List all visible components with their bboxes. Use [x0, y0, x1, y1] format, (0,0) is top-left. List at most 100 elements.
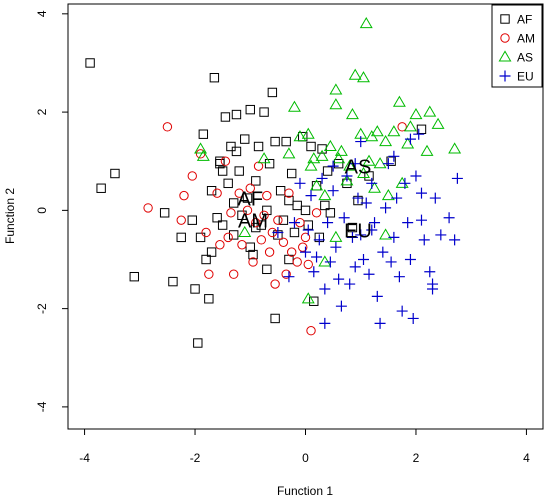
point-as	[357, 71, 370, 83]
point-eu	[357, 253, 369, 265]
point-af	[386, 156, 396, 166]
y-tick-label: 4	[35, 10, 49, 17]
point-as	[392, 95, 406, 107]
point-eu	[399, 177, 411, 189]
point-eu	[319, 283, 331, 295]
point-af	[110, 168, 120, 179]
point-af	[347, 222, 358, 233]
point-as	[287, 100, 301, 112]
point-am	[303, 259, 313, 270]
point-eu	[355, 229, 367, 241]
x-tick-label: 0	[302, 451, 309, 465]
point-as	[329, 230, 343, 242]
point-as	[343, 159, 357, 171]
point-eu	[308, 266, 320, 278]
point-eu	[355, 136, 367, 148]
point-af	[220, 112, 231, 122]
point-am	[223, 232, 233, 243]
point-am	[278, 237, 289, 247]
point-eu	[294, 177, 306, 189]
point-am	[292, 257, 302, 267]
point-eu	[330, 241, 342, 253]
point-eu	[335, 300, 347, 312]
point-eu	[319, 317, 331, 329]
point-af	[320, 200, 330, 211]
point-as	[329, 83, 343, 95]
point-af	[176, 232, 186, 243]
point-am	[176, 215, 186, 225]
legend-label-am: AM	[517, 32, 535, 46]
point-am	[286, 247, 297, 257]
point-eu	[385, 256, 397, 268]
point-af	[286, 168, 297, 179]
point-eu	[427, 278, 439, 290]
point-af	[223, 178, 233, 189]
axis-ticks: -4 -2 0 2 4 -4 -2 0 2 4	[35, 10, 530, 465]
point-af	[264, 158, 275, 169]
point-eu	[352, 192, 364, 204]
point-af	[85, 58, 95, 68]
point-eu	[324, 256, 336, 268]
point-am	[251, 217, 261, 228]
point-af	[245, 104, 255, 115]
point-as	[315, 149, 329, 161]
point-eu	[327, 185, 339, 197]
plot-area	[67, 3, 544, 430]
point-am	[256, 235, 267, 245]
point-eu	[288, 217, 300, 229]
point-af	[270, 313, 280, 324]
y-axis-label: Function 2	[3, 188, 17, 244]
legend-label-af: AF	[517, 13, 532, 27]
point-am	[259, 210, 269, 220]
point-as	[420, 144, 434, 156]
point-am	[298, 242, 308, 252]
point-as	[431, 117, 445, 129]
point-am	[234, 188, 244, 198]
x-tick-label: 2	[413, 451, 420, 465]
point-af	[209, 72, 220, 83]
point-eu	[283, 271, 295, 283]
point-eu	[377, 246, 389, 258]
point-as	[310, 179, 324, 191]
point-eu	[435, 229, 447, 241]
point-am	[262, 190, 272, 201]
point-as	[401, 137, 415, 149]
point-af	[262, 264, 272, 275]
point-eu	[366, 224, 378, 236]
point-af	[364, 171, 374, 181]
point-af	[129, 271, 139, 282]
point-af	[204, 294, 214, 304]
point-eu	[443, 212, 455, 224]
point-af	[195, 232, 206, 243]
centroid-label-af: AF	[237, 188, 263, 210]
point-af	[242, 193, 253, 203]
point-as	[448, 142, 462, 154]
point-eu	[396, 305, 408, 317]
point-af	[201, 254, 211, 265]
point-af	[193, 338, 203, 348]
point-as	[345, 107, 359, 120]
point-eu	[300, 246, 311, 258]
x-axis-label: Function 1	[277, 484, 333, 498]
point-af	[289, 227, 300, 238]
point-as	[362, 154, 376, 166]
point-af	[267, 87, 278, 98]
point-eu	[316, 172, 328, 184]
point-af	[215, 158, 225, 169]
point-as	[387, 125, 401, 137]
point-as	[282, 147, 296, 159]
point-af	[231, 146, 242, 157]
point-am	[273, 215, 283, 225]
point-af	[217, 220, 228, 230]
point-am	[242, 205, 253, 216]
point-af	[187, 215, 197, 225]
point-as	[381, 189, 395, 201]
point-as	[370, 125, 384, 137]
point-eu	[349, 158, 361, 170]
point-eu	[404, 133, 416, 145]
x-tick-label: -4	[79, 451, 90, 465]
point-eu	[380, 202, 392, 214]
point-af	[256, 220, 267, 230]
